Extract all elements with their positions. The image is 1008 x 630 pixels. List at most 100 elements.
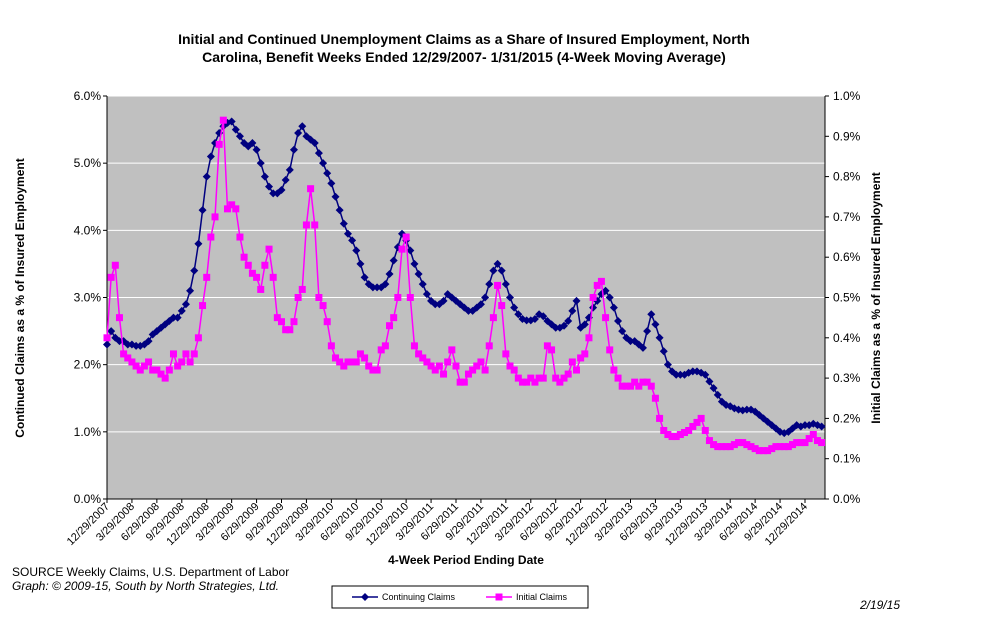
data-point	[149, 366, 157, 374]
data-point	[548, 346, 556, 354]
legend-label: Continuing Claims	[382, 592, 456, 602]
data-point	[215, 140, 223, 148]
data-point	[381, 280, 390, 289]
data-point	[514, 310, 523, 319]
data-point	[361, 354, 369, 362]
data-point	[265, 182, 274, 191]
data-point	[398, 245, 406, 253]
data-point	[610, 366, 618, 374]
data-point	[298, 122, 307, 131]
y-tick-label: 3.0%	[74, 291, 102, 305]
data-point	[456, 378, 464, 386]
data-point	[181, 300, 190, 309]
data-point	[390, 314, 398, 322]
data-point	[419, 354, 427, 362]
data-point	[365, 362, 373, 370]
data-point	[194, 334, 202, 342]
data-point	[589, 294, 597, 301]
data-point	[660, 426, 668, 434]
data-point	[818, 439, 826, 447]
data-point	[531, 378, 539, 386]
source: SOURCE Weekly Claims, U.S. Department of…	[12, 565, 289, 579]
data-point	[589, 303, 598, 312]
data-point	[714, 443, 722, 451]
data-point	[169, 313, 178, 322]
data-point	[348, 236, 357, 245]
data-point	[510, 366, 518, 374]
data-point	[464, 306, 473, 315]
data-point	[498, 302, 506, 310]
data-point	[522, 316, 531, 325]
data-point	[489, 266, 498, 275]
data-point	[248, 269, 256, 277]
legend-marker	[495, 593, 503, 601]
data-point	[269, 273, 277, 281]
data-point	[440, 370, 448, 378]
data-point	[506, 362, 514, 370]
data-point	[560, 321, 569, 330]
data-point	[643, 378, 651, 386]
data-point	[335, 206, 344, 215]
data-point	[415, 350, 423, 358]
data-point	[672, 433, 680, 441]
data-point	[157, 370, 165, 378]
data-point	[681, 429, 689, 437]
data-point	[481, 293, 490, 302]
data-point	[186, 286, 195, 295]
data-point	[523, 378, 531, 386]
y2-tick-label: 0.1%	[833, 452, 861, 466]
data-point	[327, 342, 335, 350]
data-point	[381, 342, 389, 350]
data-point	[656, 414, 664, 422]
data-point	[269, 189, 278, 198]
data-point	[697, 414, 705, 422]
data-point	[568, 358, 576, 366]
data-point	[755, 447, 763, 455]
data-point	[294, 294, 302, 301]
data-point	[476, 300, 485, 309]
data-point	[801, 439, 809, 447]
data-point	[506, 293, 515, 302]
data-point	[543, 342, 551, 350]
data-point	[314, 149, 323, 158]
data-point	[352, 358, 360, 366]
y2-tick-label: 0.5%	[833, 291, 861, 305]
data-point	[764, 447, 772, 455]
data-point	[244, 261, 252, 269]
data-point	[165, 366, 173, 374]
data-point	[805, 435, 813, 443]
data-point	[552, 374, 560, 382]
data-point	[248, 139, 257, 148]
data-point	[406, 294, 414, 301]
data-point	[290, 318, 298, 326]
data-point	[319, 159, 328, 168]
data-point	[199, 302, 207, 310]
data-point	[688, 367, 697, 376]
data-point	[597, 277, 605, 285]
data-point	[655, 333, 664, 342]
data-point	[289, 145, 298, 154]
data-point	[605, 293, 614, 302]
data-point	[377, 346, 385, 354]
y-tick-label: 0.0%	[74, 492, 102, 506]
data-point	[705, 437, 713, 445]
data-point	[311, 221, 319, 229]
data-point	[647, 310, 656, 319]
data-point	[664, 431, 672, 439]
data-point	[485, 280, 494, 289]
data-point	[414, 269, 423, 278]
data-point	[273, 314, 281, 322]
data-point	[622, 382, 630, 390]
data-point	[302, 221, 310, 229]
data-point	[235, 132, 244, 141]
data-point	[464, 370, 472, 378]
data-point	[120, 350, 128, 358]
data-point	[469, 366, 477, 374]
data-point	[336, 358, 344, 366]
data-point	[394, 294, 402, 301]
data-point	[689, 422, 697, 430]
data-point	[776, 443, 784, 451]
data-point	[373, 283, 382, 292]
data-point	[493, 259, 502, 268]
data-point	[606, 346, 614, 354]
